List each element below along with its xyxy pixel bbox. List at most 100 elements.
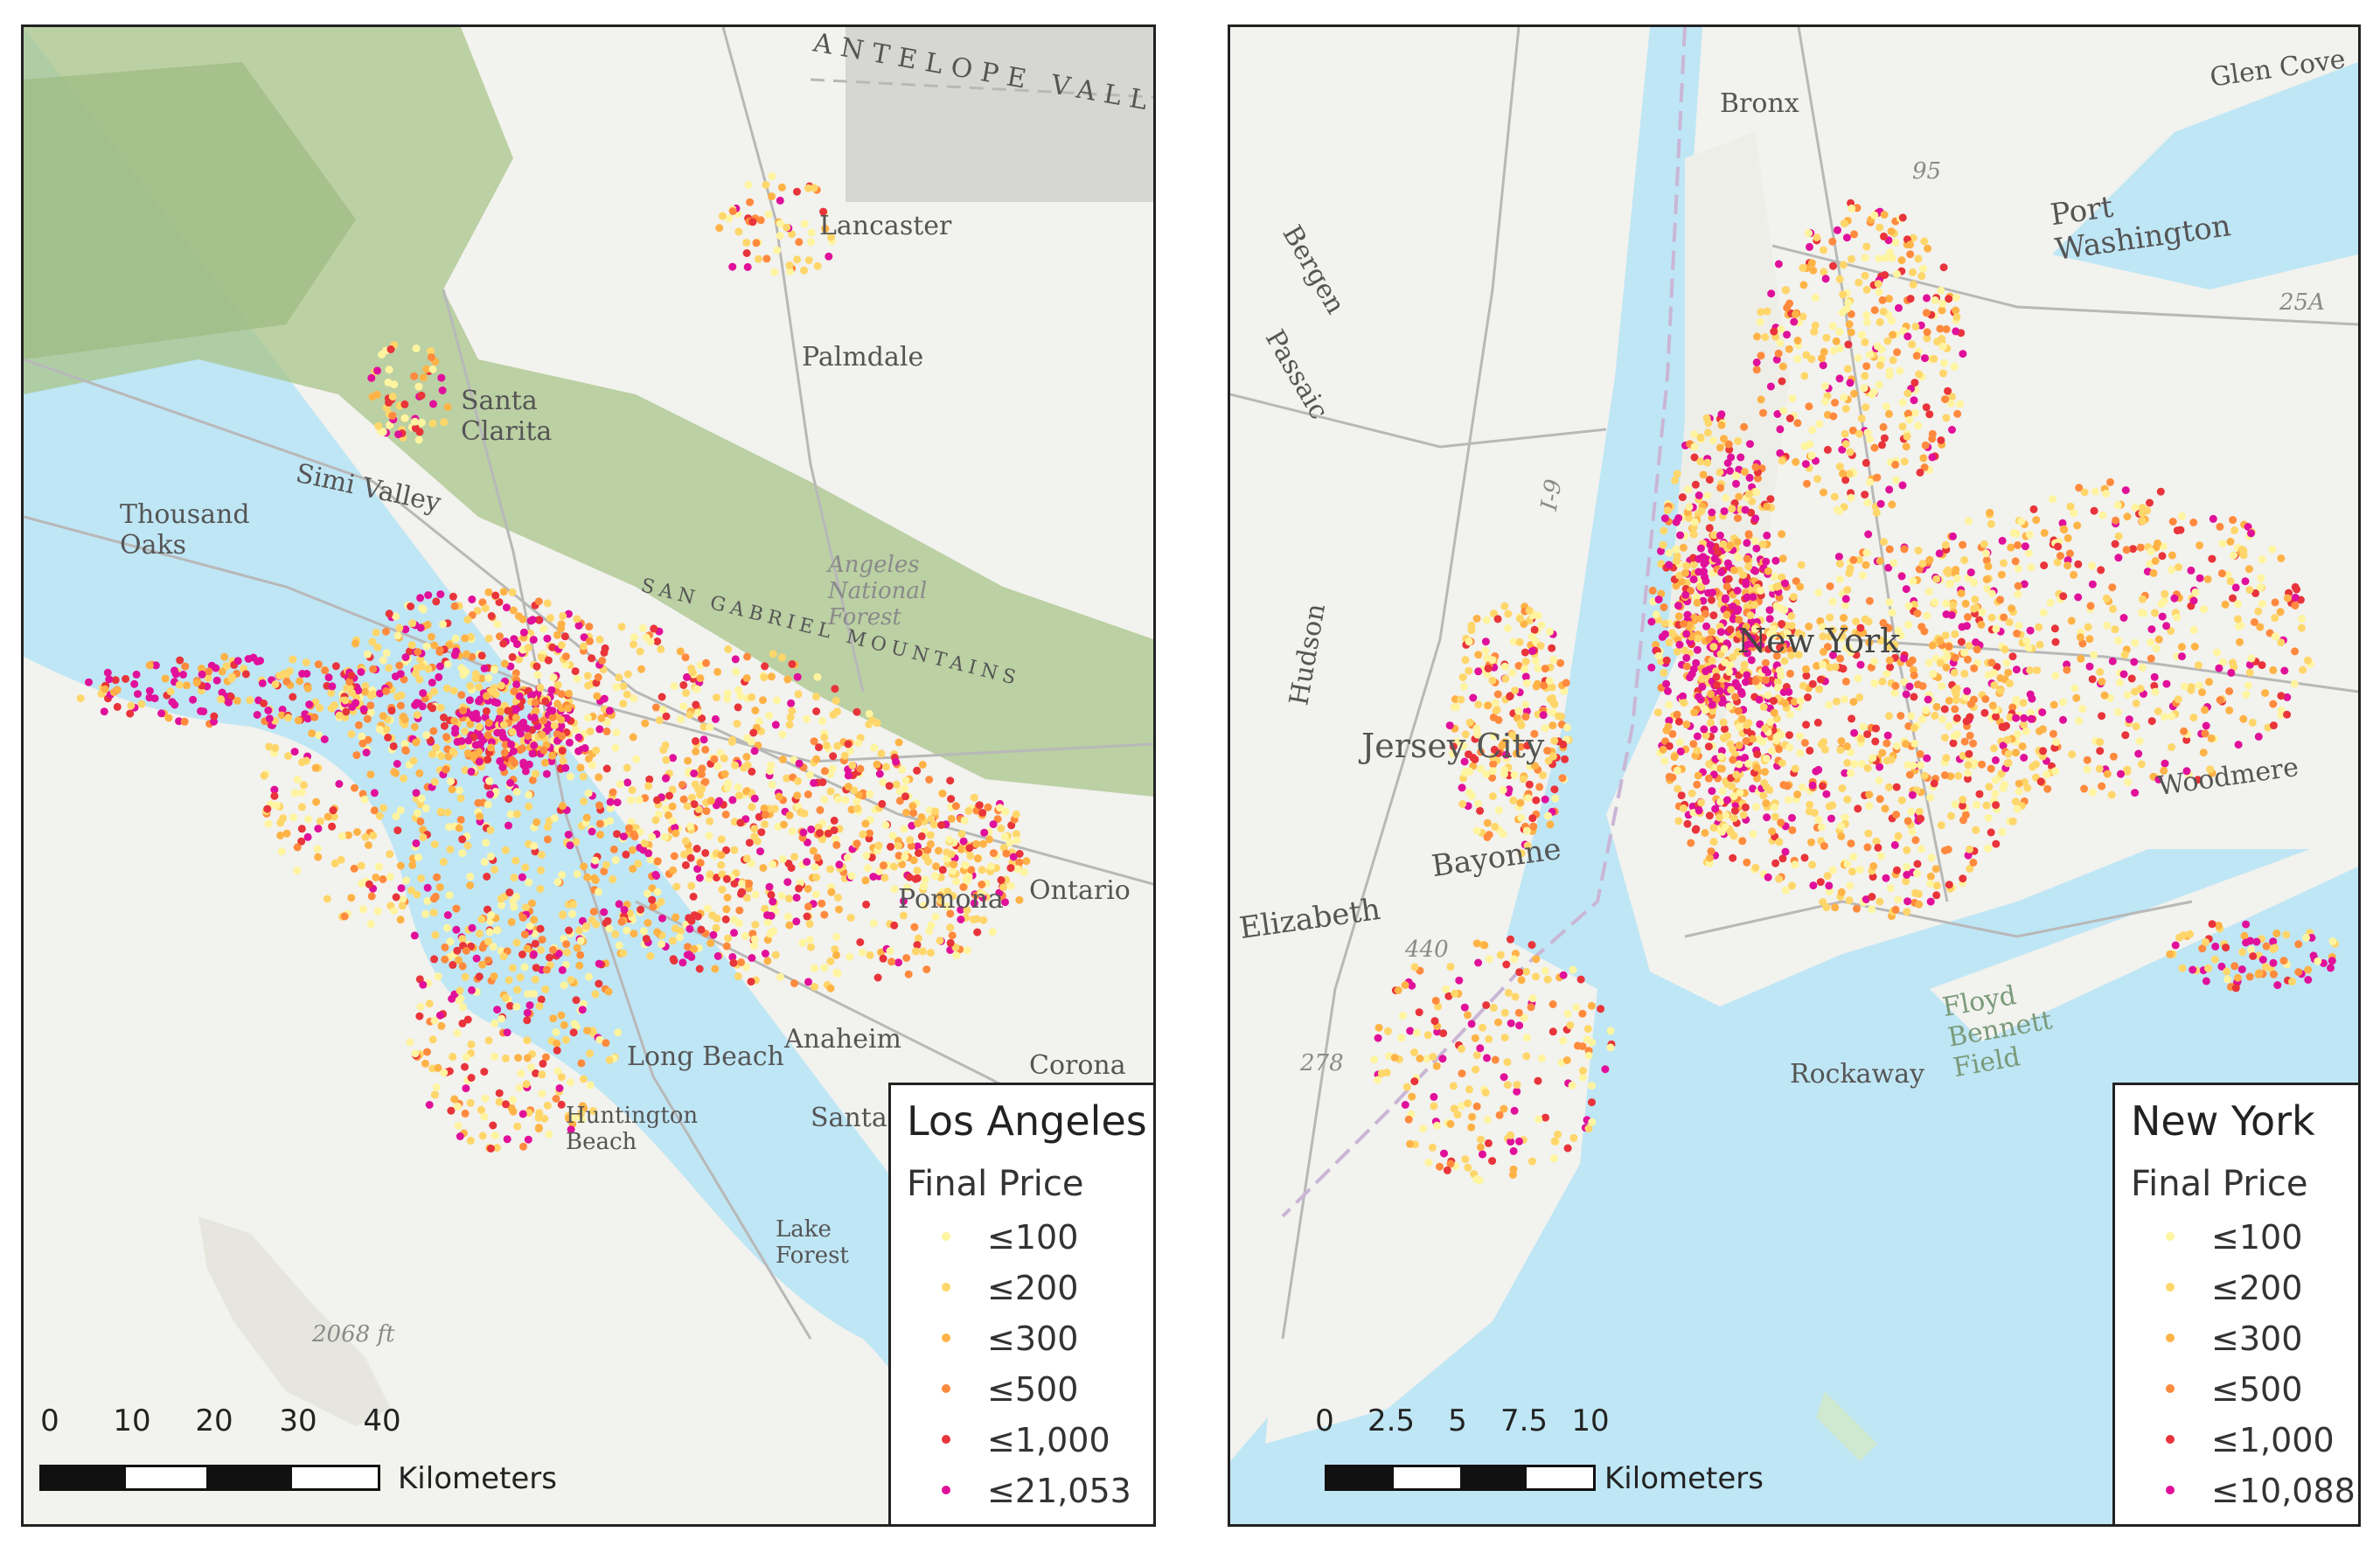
- listing-point: [1952, 293, 1960, 302]
- listing-point: [586, 728, 595, 735]
- listing-point: [1473, 799, 1482, 808]
- listing-point: [419, 833, 428, 842]
- legend-swatch: [942, 1283, 950, 1292]
- listing-point: [832, 840, 841, 849]
- listing-point: [1825, 881, 1834, 890]
- listing-point: [379, 656, 387, 665]
- listing-point: [706, 797, 715, 805]
- listing-point: [1692, 825, 1701, 833]
- listing-point: [702, 807, 711, 816]
- listing-point: [1873, 473, 1882, 482]
- listing-point: [441, 955, 449, 964]
- listing-point: [111, 676, 120, 685]
- listing-point: [1715, 468, 1724, 477]
- listing-point: [963, 946, 971, 955]
- listing-point: [1797, 561, 1806, 569]
- listing-point: [670, 682, 679, 691]
- listing-point: [443, 911, 452, 919]
- listing-point: [1885, 643, 1894, 651]
- listing-point: [1474, 667, 1483, 676]
- listing-point: [579, 1075, 588, 1083]
- listing-point: [1879, 618, 1888, 627]
- listing-point: [1868, 893, 1876, 901]
- listing-point: [1738, 714, 1746, 723]
- listing-point: [2049, 495, 2057, 504]
- la-map-panel[interactable]: ANTELOPE VALLEY Lancaster Palmdale Santa…: [21, 24, 1156, 1527]
- listing-point: [1690, 708, 1699, 717]
- listing-point: [1716, 752, 1725, 761]
- place-label: Pomona: [898, 884, 1004, 915]
- listing-point: [290, 789, 299, 797]
- listing-point: [1799, 263, 1807, 272]
- listing-point: [1863, 764, 1872, 772]
- listing-point: [757, 828, 766, 837]
- listing-point: [485, 776, 494, 785]
- listing-point: [1831, 903, 1840, 912]
- listing-point: [809, 846, 818, 855]
- listing-point: [393, 760, 401, 768]
- listing-point: [805, 920, 814, 929]
- listing-point: [861, 876, 870, 885]
- listing-point: [1792, 577, 1800, 586]
- listing-point: [936, 891, 944, 900]
- listing-point: [813, 853, 822, 862]
- listing-point: [619, 832, 628, 841]
- listing-point: [1512, 749, 1521, 758]
- listing-point: [1829, 651, 1837, 659]
- listing-point: [1811, 321, 1820, 330]
- listing-point: [2158, 552, 2167, 561]
- listing-point: [537, 995, 546, 1004]
- listing-point: [524, 732, 532, 741]
- listing-point: [905, 873, 914, 881]
- listing-point: [343, 684, 351, 693]
- listing-point: [1871, 737, 1880, 746]
- listing-point: [495, 1089, 504, 1097]
- listing-point: [1960, 648, 1969, 657]
- listing-point: [635, 796, 644, 804]
- listing-point: [443, 660, 452, 669]
- listing-point: [795, 238, 804, 247]
- listing-point: [557, 1073, 566, 1082]
- listing-point: [1700, 725, 1708, 734]
- listing-point: [170, 666, 178, 675]
- listing-point: [1744, 759, 1752, 768]
- listing-point: [435, 662, 444, 671]
- listing-point: [2189, 625, 2198, 634]
- listing-point: [1689, 665, 1698, 673]
- listing-point: [498, 763, 507, 771]
- listing-point: [653, 857, 662, 866]
- listing-point: [192, 679, 201, 687]
- listing-point: [303, 684, 312, 693]
- listing-point: [869, 919, 878, 928]
- listing-point: [895, 797, 904, 805]
- listing-point: [1863, 730, 1872, 739]
- listing-point: [1869, 754, 1877, 763]
- listing-point: [1772, 355, 1781, 364]
- listing-point: [888, 832, 897, 840]
- listing-point: [272, 801, 281, 810]
- listing-point: [2070, 509, 2078, 518]
- listing-point: [788, 230, 797, 239]
- listing-point: [624, 824, 633, 832]
- listing-point: [448, 994, 456, 1003]
- listing-point: [826, 787, 835, 796]
- listing-point: [616, 780, 624, 789]
- listing-point: [925, 776, 934, 784]
- listing-point: [1402, 1083, 1411, 1091]
- listing-point: [2195, 681, 2203, 690]
- listing-point: [2247, 654, 2256, 663]
- listing-point: [312, 797, 321, 806]
- listing-point: [541, 697, 550, 706]
- listing-point: [671, 823, 679, 832]
- ny-map-panel[interactable]: Bronx Glen Cove Port Washington Bergen P…: [1228, 24, 2361, 1527]
- listing-point: [1942, 754, 1951, 763]
- listing-point: [233, 657, 242, 665]
- listing-point: [1647, 617, 1656, 626]
- listing-point: [1693, 645, 1701, 654]
- listing-point: [1945, 580, 1953, 588]
- listing-point: [2035, 623, 2043, 631]
- listing-point: [1523, 841, 1532, 850]
- listing-point: [612, 728, 621, 737]
- listing-point: [1707, 847, 1715, 856]
- listing-point: [1718, 764, 1726, 773]
